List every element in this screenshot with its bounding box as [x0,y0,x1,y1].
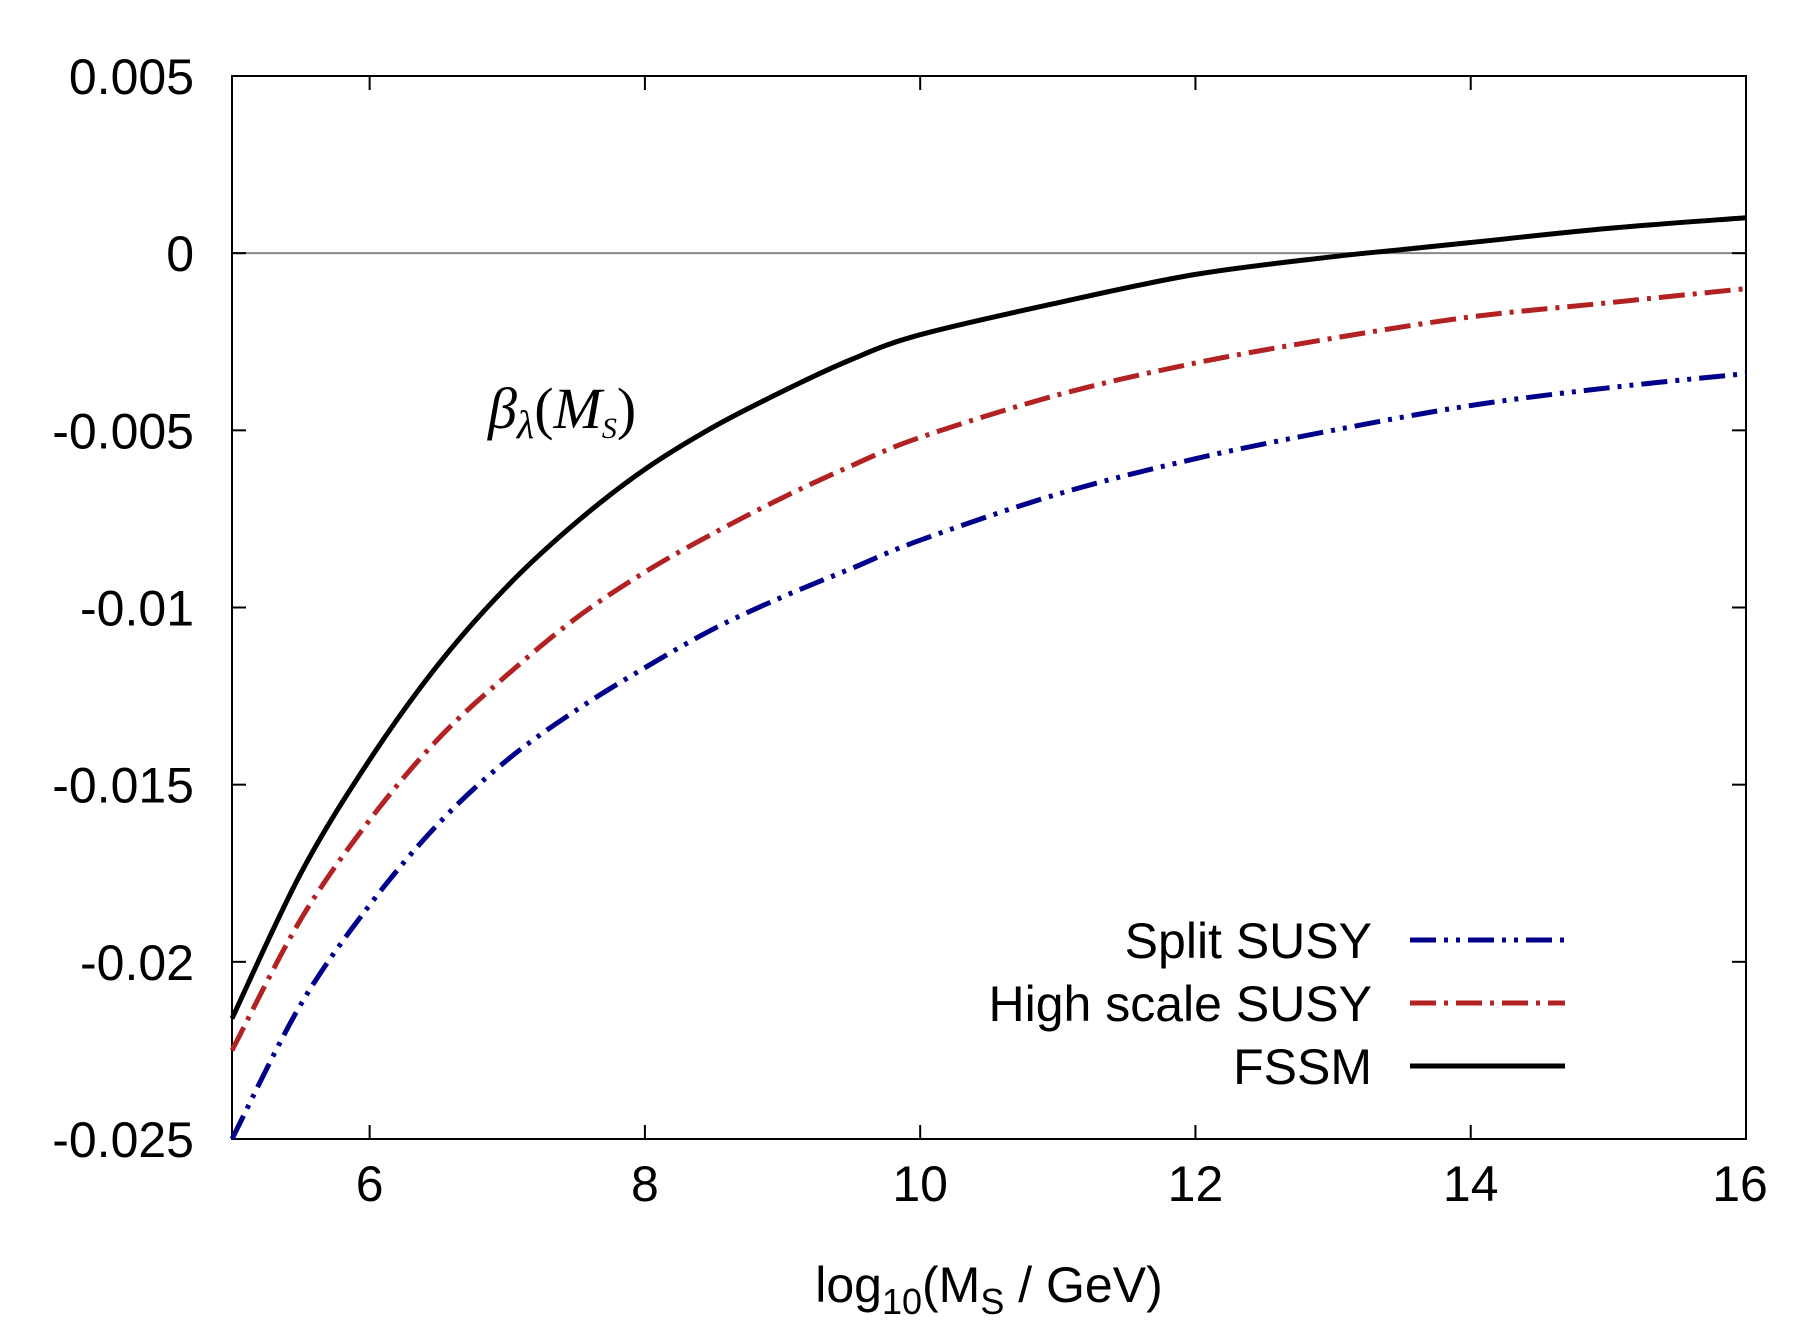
x-tick-label: 8 [631,1156,659,1212]
x-axis-title: log10(MS / GeV) [815,1257,1162,1322]
legend: Split SUSY High scale SUSY FSSM [989,913,1565,1095]
x-tick-label: 14 [1443,1156,1499,1212]
x-tick-label: 6 [356,1156,384,1212]
x-axis-ticks: 6 8 10 12 14 16 [356,76,1768,1212]
y-tick-label: -0.01 [80,581,194,637]
annotation-beta: β [487,376,517,441]
y-axis-ticks: 0.005 0 -0.005 -0.01 -0.015 -0.02 -0.025 [52,49,1746,1168]
y-tick-label: -0.025 [52,1112,194,1168]
x-axis-title-suffix: / GeV) [1004,1257,1162,1313]
annotation-close-paren: ) [617,376,636,441]
x-axis-title-sub10: 10 [882,1281,922,1322]
legend-label-split-susy: Split SUSY [1125,913,1372,969]
x-tick-label: 10 [892,1156,948,1212]
legend-label-fssm: FSSM [1233,1039,1372,1095]
beta-lambda-annotation: βλ(MS) [487,376,636,447]
annotation-s: S [602,412,617,445]
y-tick-label: -0.02 [80,935,194,991]
series-line-fssm [229,215,1747,1020]
series-line-split-susy [229,371,1747,1141]
y-tick-label: 0.005 [69,49,194,105]
annotation-m: M [553,376,605,441]
annotation-lambda: λ [516,402,534,447]
y-tick-label: 0 [166,226,194,282]
x-axis-title-main: (M [922,1257,980,1313]
annotation-open-paren: ( [534,376,553,441]
y-tick-label: -0.015 [52,758,194,814]
x-tick-label: 12 [1168,1156,1224,1212]
x-axis-title-subS: S [980,1281,1004,1322]
legend-label-high-scale-susy: High scale SUSY [989,976,1373,1032]
series-lines [229,215,1747,1141]
x-tick-label: 16 [1712,1156,1768,1212]
y-tick-label: -0.005 [52,403,194,459]
x-axis-title-log: log [815,1257,882,1313]
series-line-high-scale-susy [229,286,1747,1052]
